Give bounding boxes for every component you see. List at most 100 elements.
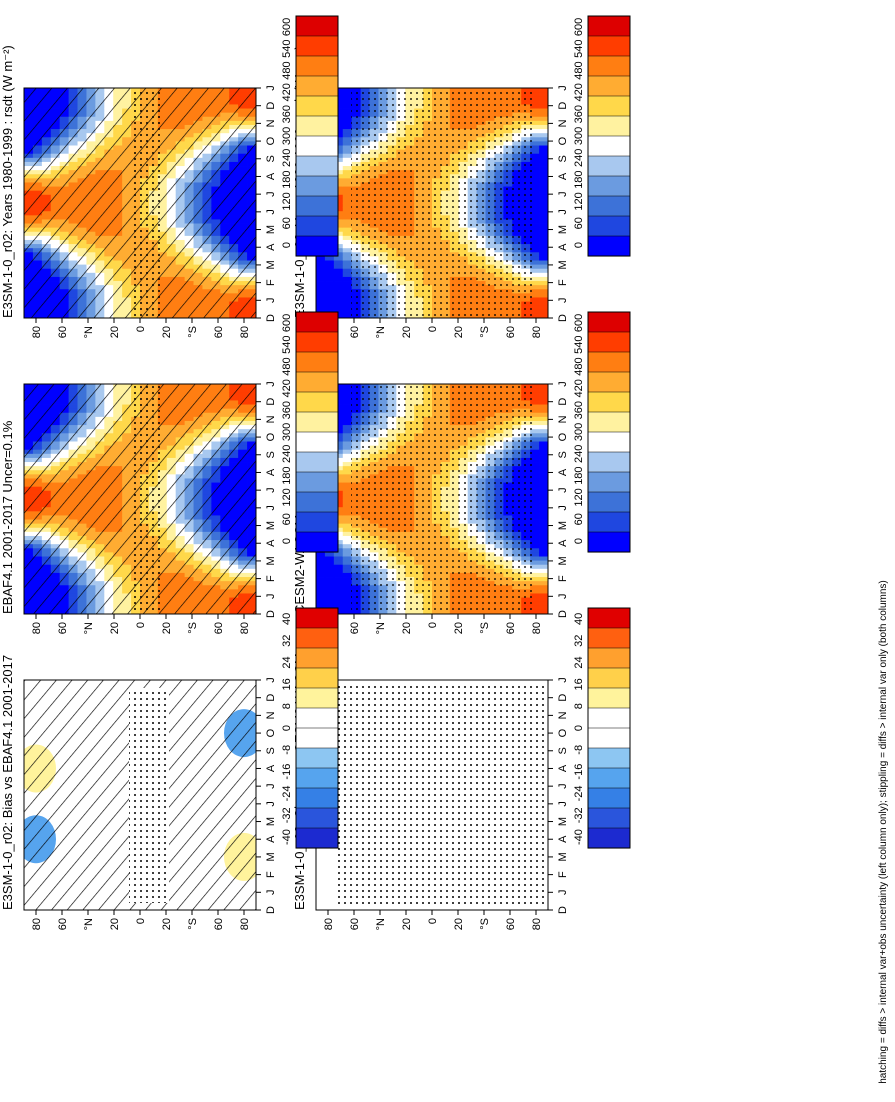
- lat-tick-label: 20: [401, 326, 413, 338]
- panel-title: E3SM-1-0_r02: Years 1980-1999 : rsdt (W …: [0, 45, 15, 318]
- lat-tick-label: 0: [135, 918, 147, 924]
- month-tick-label: J: [265, 677, 277, 683]
- colorbar-label: 180: [573, 466, 585, 484]
- panel-title: E3SM-1-0_r02: Bias vs EBAF4.1 2001-2017: [0, 655, 15, 910]
- month-tick-label: D: [265, 610, 277, 618]
- lat-tick-label: 20: [401, 622, 413, 634]
- lat-tick-label: 20: [453, 918, 465, 930]
- month-tick-label: A: [557, 835, 569, 843]
- colorbar-label: 60: [281, 513, 293, 525]
- month-tick-label: J: [557, 890, 569, 896]
- month-tick-label: J: [265, 191, 277, 197]
- month-tick-label: S: [265, 155, 277, 162]
- month-tick-label: N: [557, 711, 569, 719]
- colorbar-label: 0: [281, 538, 293, 544]
- month-tick-label: D: [265, 906, 277, 914]
- colorbar-label: 0: [573, 242, 585, 248]
- colorbar-label: 360: [573, 105, 585, 123]
- colorbar-label: -40: [281, 829, 293, 845]
- month-tick-label: J: [557, 487, 569, 493]
- month-tick-label: J: [557, 594, 569, 600]
- lat-tick-label: 80: [239, 326, 251, 338]
- month-tick-label: J: [557, 381, 569, 387]
- month-tick-label: N: [265, 711, 277, 719]
- month-tick-label: A: [265, 764, 277, 772]
- colorbar-label: 8: [573, 703, 585, 709]
- month-tick-label: D: [557, 694, 569, 702]
- colorbar-label: 180: [281, 170, 293, 188]
- colorbar-label: -8: [573, 745, 585, 755]
- colorbar-label: -16: [573, 764, 585, 780]
- month-tick-label: A: [265, 172, 277, 180]
- month-tick-label: A: [557, 243, 569, 251]
- month-tick-label: O: [265, 728, 277, 737]
- month-tick-label: O: [557, 136, 569, 145]
- colorbar-label: 540: [573, 336, 585, 354]
- lat-tick-label: 60: [213, 918, 225, 930]
- colorbar-label: 60: [573, 513, 585, 525]
- month-tick-label: J: [557, 191, 569, 197]
- lat-tick-label: 20: [109, 918, 121, 930]
- lat-tick-label: 20: [401, 918, 413, 930]
- lat-tick-label: 80: [323, 918, 335, 930]
- colorbar-label: 300: [573, 127, 585, 145]
- month-tick-label: D: [265, 398, 277, 406]
- panel-0: E3SM-1-0_r02: Years 1980-1999 : rsdt (W …: [0, 45, 277, 338]
- lat-tick-label: 20: [161, 918, 173, 930]
- month-tick-label: S: [557, 451, 569, 458]
- colorbar-label: 180: [573, 170, 585, 188]
- colorbar-label: 420: [281, 379, 293, 397]
- month-tick-label: O: [265, 136, 277, 145]
- colorbar-label: 0: [573, 725, 585, 731]
- month-tick-label: D: [557, 906, 569, 914]
- panel-title: EBAF4.1 2001-2017 Uncer=0.1%: [0, 420, 15, 614]
- month-tick-label: M: [557, 817, 569, 826]
- lat-tick-label: 0: [427, 918, 439, 924]
- month-tick-label: N: [557, 415, 569, 423]
- colorbar-label: 360: [281, 105, 293, 123]
- colorbar-label: 480: [281, 357, 293, 375]
- lat-tick-label: °N: [375, 918, 387, 930]
- colorbar-label: 16: [281, 678, 293, 690]
- month-tick-label: M: [265, 556, 277, 565]
- colorbar-label: 540: [281, 336, 293, 354]
- colorbar-label: 24: [281, 656, 293, 668]
- lat-tick-label: 60: [213, 622, 225, 634]
- colorbar-label: 240: [573, 149, 585, 167]
- lat-tick-label: 60: [349, 918, 361, 930]
- lat-tick-label: °N: [83, 622, 95, 634]
- colorbar-label: 420: [573, 83, 585, 101]
- month-tick-label: F: [557, 279, 569, 286]
- month-tick-label: M: [265, 521, 277, 530]
- lat-tick-label: °S: [187, 326, 199, 338]
- colorbar-label: 240: [573, 445, 585, 463]
- month-tick-label: D: [265, 694, 277, 702]
- month-tick-label: J: [265, 505, 277, 511]
- month-tick-label: J: [265, 783, 277, 789]
- footnote: hatching = diffs > internal var+obs unce…: [878, 580, 889, 1084]
- colorbar-label: -8: [281, 745, 293, 755]
- lat-tick-label: 20: [109, 622, 121, 634]
- colorbar-label: 240: [281, 149, 293, 167]
- month-tick-label: S: [265, 747, 277, 754]
- colorbar-label: 480: [573, 61, 585, 79]
- lat-tick-label: °S: [479, 622, 491, 634]
- month-tick-label: A: [265, 539, 277, 547]
- month-tick-label: D: [265, 314, 277, 322]
- month-tick-label: J: [557, 505, 569, 511]
- month-tick-label: F: [265, 279, 277, 286]
- colorbar-label: 420: [281, 83, 293, 101]
- month-tick-label: J: [265, 594, 277, 600]
- colorbar-label: 540: [281, 40, 293, 58]
- month-tick-label: F: [265, 871, 277, 878]
- lat-tick-label: 60: [213, 326, 225, 338]
- month-tick-label: F: [557, 871, 569, 878]
- lat-tick-label: 20: [453, 326, 465, 338]
- lat-tick-label: 0: [427, 326, 439, 332]
- colorbar-label: 600: [573, 18, 585, 36]
- colorbar-label: 8: [281, 703, 293, 709]
- lat-tick-label: 80: [239, 918, 251, 930]
- month-tick-label: J: [557, 85, 569, 91]
